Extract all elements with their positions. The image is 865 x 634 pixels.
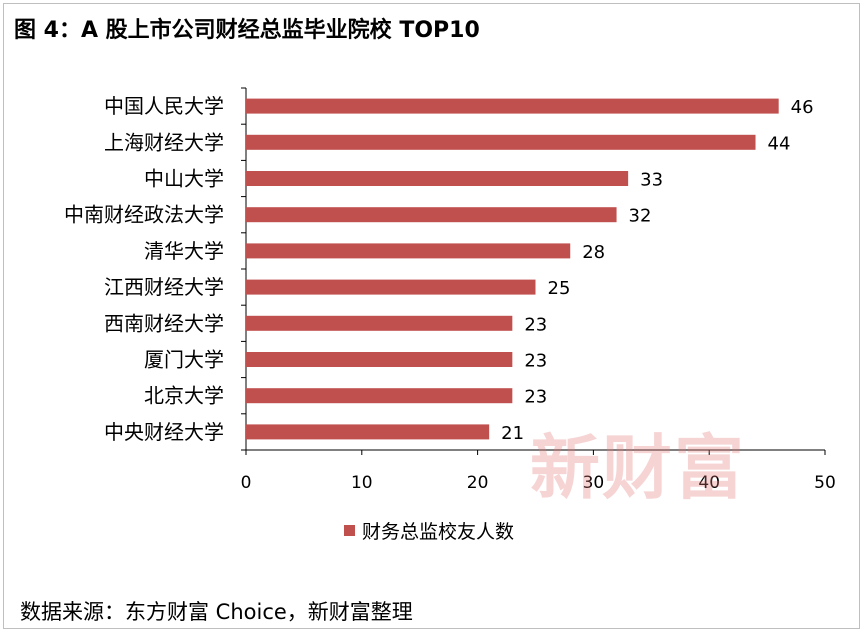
x-tick-label: 0	[241, 473, 252, 493]
x-tick-label: 10	[351, 473, 373, 493]
bar	[246, 315, 513, 331]
legend-swatch	[344, 525, 355, 536]
data-label: 46	[791, 97, 814, 118]
bar	[246, 388, 513, 404]
x-tick-label: 20	[467, 473, 489, 493]
category-label: 北京大学	[144, 384, 224, 408]
chart-title: 图 4：A 股上市公司财经总监毕业院校 TOP10	[14, 18, 480, 43]
x-tick-label: 50	[814, 473, 836, 493]
category-label: 中国人民大学	[104, 94, 224, 118]
category-label: 西南财经大学	[104, 311, 224, 335]
data-label: 23	[524, 314, 547, 335]
category-label: 中南财经政法大学	[64, 203, 224, 227]
bar	[246, 171, 629, 186]
data-label: 32	[629, 206, 652, 227]
category-label: 清华大学	[144, 239, 224, 263]
data-label: 28	[582, 242, 605, 263]
x-tick-label: 30	[583, 473, 605, 493]
category-label: 厦门大学	[144, 348, 224, 372]
bar	[246, 352, 513, 367]
category-label: 江西财经大学	[104, 275, 224, 299]
data-label: 23	[524, 351, 547, 372]
category-label: 中央财经大学	[104, 420, 224, 444]
bar	[246, 98, 779, 114]
bar	[246, 243, 571, 259]
bar	[246, 279, 536, 295]
category-label: 中山大学	[144, 167, 224, 191]
bar	[246, 207, 617, 223]
source-note: 数据来源：东方财富 Choice，新财富整理	[20, 600, 413, 624]
x-tick-label: 40	[698, 473, 720, 493]
data-label: 44	[768, 133, 791, 154]
data-label: 25	[548, 278, 571, 299]
bar	[246, 424, 490, 440]
data-label: 33	[640, 170, 663, 191]
bar	[246, 134, 756, 150]
legend-label: 财务总监校友人数	[362, 521, 514, 543]
data-label: 21	[501, 423, 524, 444]
data-label: 23	[524, 387, 547, 408]
category-label: 上海财经大学	[104, 130, 224, 154]
